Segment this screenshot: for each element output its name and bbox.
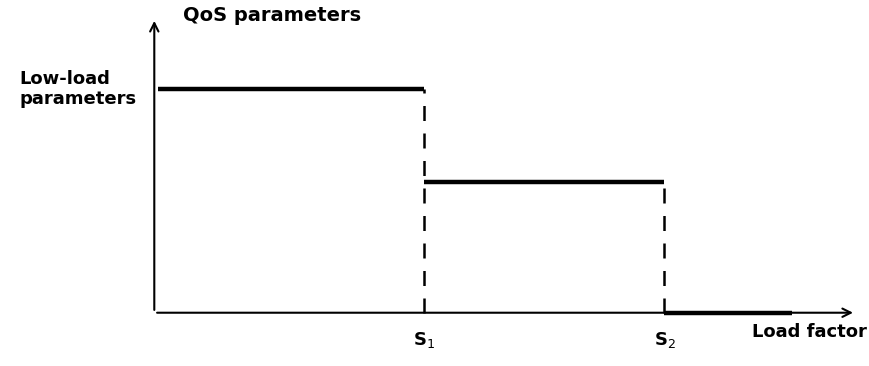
- Text: S$_1$: S$_1$: [412, 330, 434, 351]
- Text: Load factor: Load factor: [751, 323, 866, 341]
- Text: QoS parameters: QoS parameters: [182, 6, 361, 25]
- Text: Low-load
parameters: Low-load parameters: [19, 70, 136, 108]
- Text: S$_2$: S$_2$: [653, 330, 674, 351]
